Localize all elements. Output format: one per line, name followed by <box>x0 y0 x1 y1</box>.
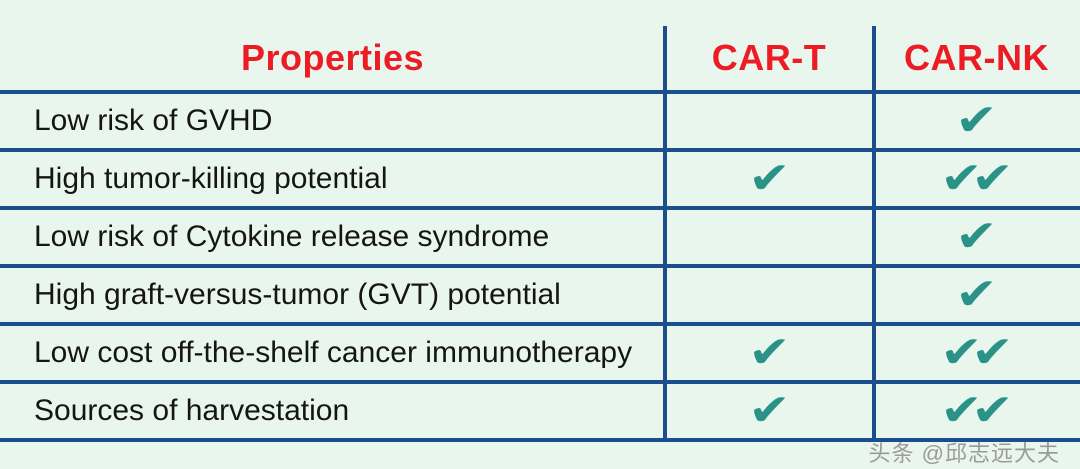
car-nk-cell: ✔✔ <box>873 331 1080 375</box>
property-label: Low risk of GVHD <box>34 104 273 137</box>
table-row: Low risk of GVHD ✔ <box>0 94 1080 152</box>
check-icon: ✔ <box>939 154 983 203</box>
property-label: Sources of harvestation <box>34 394 350 427</box>
table-row: High tumor-killing potential ✔ ✔✔ <box>0 152 1080 210</box>
check-icon: ✔ <box>970 154 1014 203</box>
car-nk-cell: ✔✔ <box>873 389 1080 433</box>
check-icon: ✔ <box>955 96 998 145</box>
check-icon: ✔ <box>970 386 1014 435</box>
check-icon: ✔ <box>939 328 983 377</box>
car-t-cell: ✔ <box>665 331 873 375</box>
property-label: High tumor-killing potential <box>34 162 388 195</box>
car-nk-cell: ✔ <box>873 99 1080 143</box>
table-row: High graft-versus-tumor (GVT) potential … <box>0 268 1080 326</box>
column-divider-2 <box>872 26 876 442</box>
table-header-row: Properties CAR-T CAR-NK <box>0 26 1080 94</box>
column-divider-1 <box>663 26 667 442</box>
table-body: Low risk of GVHD ✔ High tumor-killing po… <box>0 94 1080 442</box>
table-row: Low cost off-the-shelf cancer immunother… <box>0 326 1080 384</box>
check-icon: ✔ <box>955 212 998 261</box>
car-t-cell: ✔ <box>665 157 873 201</box>
property-label: High graft-versus-tumor (GVT) potential <box>34 278 561 311</box>
check-icon: ✔ <box>955 270 998 319</box>
header-car-t: CAR-T <box>711 37 827 78</box>
watermark: 头条 @邱志远大夫 <box>868 441 1060 466</box>
car-nk-cell: ✔ <box>873 215 1080 259</box>
header-properties: Properties <box>240 37 425 78</box>
comparison-table: Properties CAR-T CAR-NK Low risk of GVHD… <box>0 26 1080 442</box>
check-icon: ✔ <box>747 154 791 203</box>
check-icon: ✔ <box>939 386 983 435</box>
table-row: Sources of harvestation ✔ ✔✔ <box>0 384 1080 442</box>
car-nk-cell: ✔✔ <box>873 157 1080 201</box>
car-t-cell: ✔ <box>665 389 873 433</box>
check-icon: ✔ <box>747 328 791 377</box>
check-icon: ✔ <box>747 386 791 435</box>
header-car-nk: CAR-NK <box>904 37 1049 78</box>
table-row: Low risk of Cytokine release syndrome ✔ <box>0 210 1080 268</box>
check-icon: ✔ <box>970 328 1014 377</box>
property-label: Low cost off-the-shelf cancer immunother… <box>34 336 633 369</box>
car-nk-cell: ✔ <box>873 273 1080 317</box>
property-label: Low risk of Cytokine release syndrome <box>34 220 550 253</box>
